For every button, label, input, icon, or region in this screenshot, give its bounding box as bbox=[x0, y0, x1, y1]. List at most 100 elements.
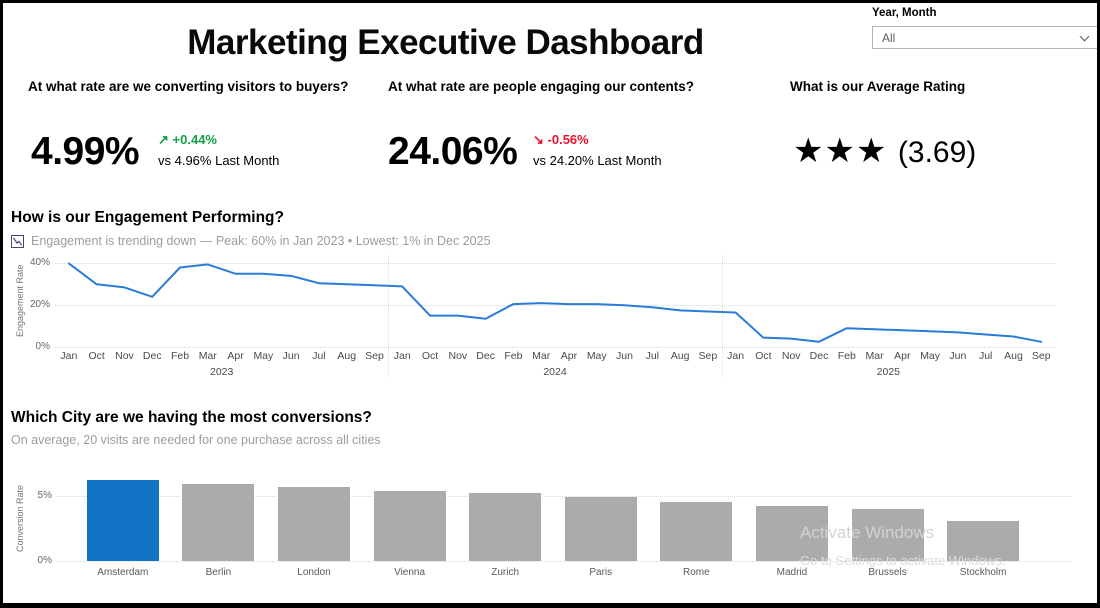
year-separator bbox=[388, 255, 390, 377]
x-axis-label: Paris bbox=[589, 567, 613, 578]
windows-activation-watermark: Activate Windows Go to Settings to activ… bbox=[800, 523, 1005, 568]
gridline bbox=[55, 347, 1055, 348]
chevron-down-icon bbox=[1079, 31, 1090, 41]
engagement-insight: Engagement is trending down — Peak: 60% … bbox=[11, 234, 491, 248]
bar-slot bbox=[362, 471, 458, 561]
x-axis-label: Dec bbox=[142, 350, 162, 362]
bar-slot bbox=[553, 471, 649, 561]
bar-slot bbox=[457, 471, 553, 561]
x-axis-label: Aug bbox=[1004, 350, 1023, 362]
x-axis-year-label: 2025 bbox=[876, 366, 900, 378]
kpi-engagement-compare: vs 24.20% Last Month bbox=[533, 153, 662, 168]
x-axis-label: Madrid bbox=[776, 567, 808, 578]
x-axis-label: Stockholm bbox=[959, 567, 1007, 578]
watermark-line2: Go to Settings to activate Windows. bbox=[800, 553, 1006, 568]
x-axis-label: Jun bbox=[282, 350, 300, 362]
x-axis-label: Oct bbox=[421, 350, 439, 362]
trend-down-icon: ↘ bbox=[533, 132, 544, 147]
bar-slot bbox=[75, 471, 171, 561]
x-axis-label: Jan bbox=[727, 350, 745, 362]
x-axis-label: Nov bbox=[115, 350, 134, 362]
x-axis-year-label: 2023 bbox=[209, 366, 234, 378]
engagement-month-labels: Jan Oct Nov Dec Feb Mar Apr May Jun Jul Aug Sep Jan O… bbox=[55, 350, 1055, 362]
kpi-conversion-value: 4.99% bbox=[31, 130, 140, 173]
bar-slot bbox=[744, 471, 840, 561]
x-axis-label: Feb bbox=[504, 350, 523, 362]
bar-rome[interactable] bbox=[660, 502, 733, 561]
x-axis-label: Rome bbox=[683, 567, 710, 578]
x-axis-label: Zurich bbox=[491, 567, 520, 578]
x-axis-label: May bbox=[253, 350, 274, 362]
x-axis-label: Amsterdam bbox=[97, 567, 149, 578]
dropdown-selected-value: All bbox=[882, 30, 896, 45]
engagement-line-chart[interactable]: Engagement Rate 40% 20% 0% Jan Oct Nov Dec Feb… bbox=[11, 255, 1097, 383]
y-axis-tick: 0% bbox=[35, 341, 50, 352]
year-month-filter: Year, Month All bbox=[872, 7, 1097, 49]
watermark-line1: Activate Windows bbox=[800, 523, 935, 542]
x-axis-label: Jan bbox=[393, 350, 411, 362]
bar-madrid[interactable] bbox=[755, 506, 828, 561]
x-axis-label: Jul bbox=[312, 350, 326, 362]
bar-vienna[interactable] bbox=[373, 490, 446, 561]
x-axis-label: Jul bbox=[978, 350, 993, 362]
page-title: Marketing Executive Dashboard bbox=[187, 23, 704, 62]
x-axis-label: Sep bbox=[698, 350, 718, 362]
kpi-engagement-delta-value: -0.56% bbox=[547, 132, 589, 147]
conversion-y-axis-title: Conversion Rate bbox=[15, 484, 25, 552]
x-axis-label: May bbox=[586, 350, 607, 362]
x-axis-label: Oct bbox=[755, 350, 772, 362]
x-axis-label: Dec bbox=[476, 350, 495, 362]
conversion-subtitle: On average, 20 visits are needed for one… bbox=[11, 433, 381, 447]
x-axis-label: London bbox=[297, 567, 331, 578]
engagement-line-series[interactable] bbox=[55, 255, 1055, 347]
x-axis-label: Nov bbox=[781, 350, 801, 362]
conversion-subtitle-text: On average, 20 visits are needed for one… bbox=[11, 433, 381, 447]
x-axis-label: Berlin bbox=[205, 567, 232, 578]
filter-label: Year, Month bbox=[872, 7, 937, 19]
bar-paris[interactable] bbox=[564, 497, 637, 561]
engagement-y-axis-title: Engagement Rate bbox=[15, 264, 25, 338]
gridline bbox=[57, 495, 1071, 497]
kpi-rating-question: What is our Average Rating bbox=[790, 79, 966, 94]
x-axis-label: Sep bbox=[1031, 350, 1051, 362]
conversion-plot: 5% 0% bbox=[38, 471, 1071, 566]
bar-stockholm[interactable] bbox=[947, 520, 1020, 561]
x-axis-label: Jun bbox=[949, 350, 967, 362]
x-axis-label: Nov bbox=[448, 350, 468, 362]
rating-value: (3.69) bbox=[897, 136, 977, 169]
bar-amsterdam[interactable] bbox=[86, 480, 159, 561]
x-axis-label: Mar bbox=[198, 350, 217, 362]
kpi-conversion-question: At what rate are we converting visitors … bbox=[28, 79, 349, 94]
bar-slot bbox=[935, 471, 1031, 561]
engagement-section-title: How is our Engagement Performing? bbox=[11, 209, 284, 226]
x-axis-label: Oct bbox=[88, 350, 105, 362]
x-axis-label: Apr bbox=[227, 350, 244, 362]
kpi-conversion-delta: ↗ +0.44% bbox=[158, 132, 217, 148]
engagement-insight-text: Engagement is trending down — Peak: 60% … bbox=[31, 234, 491, 248]
bar-berlin[interactable] bbox=[182, 484, 255, 561]
bar-slot bbox=[649, 471, 745, 561]
trend-up-icon: ↗ bbox=[158, 132, 169, 147]
gridline bbox=[55, 305, 1055, 307]
x-axis-label: Feb bbox=[837, 350, 856, 362]
average-rating: ★★★ (3.69) bbox=[793, 131, 976, 171]
bar-zurich[interactable] bbox=[469, 493, 542, 561]
x-axis-label: Mar bbox=[865, 350, 884, 362]
x-axis-label: Jun bbox=[616, 350, 633, 362]
x-axis-year-label: 2024 bbox=[543, 366, 567, 378]
star-icons: ★★★ bbox=[793, 132, 888, 170]
x-axis-label: Aug bbox=[337, 350, 357, 362]
trend-chart-icon bbox=[11, 234, 24, 248]
kpi-engagement-value: 24.06% bbox=[388, 130, 518, 173]
x-axis-label: Apr bbox=[894, 350, 911, 362]
bar-brussels[interactable] bbox=[851, 508, 924, 561]
kpi-engagement-question: At what rate are people engaging our con… bbox=[388, 79, 695, 94]
bar-london[interactable] bbox=[277, 486, 350, 561]
year-month-dropdown[interactable]: All bbox=[872, 26, 1097, 49]
x-axis-label: Feb bbox=[170, 350, 190, 362]
gridline bbox=[57, 561, 1071, 562]
conversion-bar-chart[interactable]: Conversion Rate 5% 0% Amsterdam Berlin Lond… bbox=[11, 471, 1097, 587]
x-axis-label: Jan bbox=[60, 350, 78, 362]
year-separator bbox=[721, 255, 723, 377]
